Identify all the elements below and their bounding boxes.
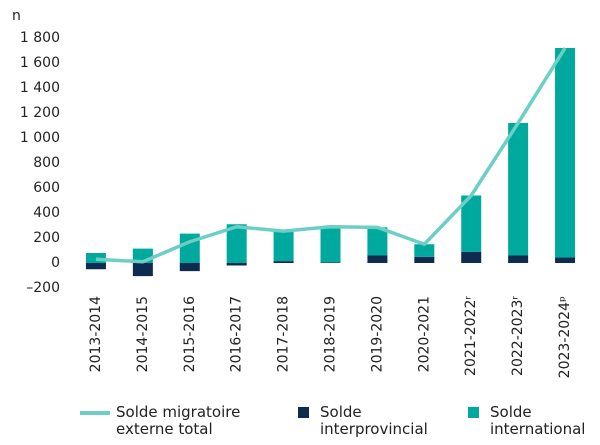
bar <box>320 262 341 263</box>
y-tick-label: 600 <box>33 180 60 196</box>
bar <box>273 231 294 262</box>
x-tick-label: 2022-2023ʳ <box>510 296 526 376</box>
legend-swatch <box>298 407 309 418</box>
bar <box>179 263 200 272</box>
bar <box>414 244 435 257</box>
bar <box>320 226 341 263</box>
bar <box>555 257 576 263</box>
bar <box>226 263 247 266</box>
x-tick-label: 2018-2019 <box>323 296 339 372</box>
bar <box>508 255 529 263</box>
y-tick-label: 400 <box>33 205 60 221</box>
x-tick-label: 2021-2022ʳ <box>463 296 479 376</box>
y-tick-label: –200 <box>26 280 60 296</box>
bar <box>461 195 482 252</box>
x-tick-label: 2020-2021 <box>416 296 432 372</box>
bar <box>85 263 106 270</box>
y-tick-label: 1 600 <box>20 55 60 71</box>
legend-label: Solde migratoire externe total <box>116 403 241 438</box>
x-tick-label: 2016-2017 <box>229 296 245 372</box>
bar <box>273 261 294 263</box>
x-tick-label: 2013-2014 <box>88 296 104 372</box>
bar <box>132 263 153 277</box>
x-tick-label: 2023-2024ᵖ <box>557 296 573 378</box>
y-tick-label: 1 400 <box>20 80 60 96</box>
bar <box>461 251 482 263</box>
bar <box>508 123 529 256</box>
legend-label: Solde international <box>490 403 586 438</box>
x-tick-label: 2019-2020 <box>369 296 385 372</box>
bar <box>226 224 247 263</box>
bar <box>367 255 388 263</box>
legend-label: Solde interprovincial <box>320 403 428 438</box>
legend-swatch <box>468 407 479 418</box>
bar <box>555 48 576 258</box>
y-axis-label: n <box>12 8 21 24</box>
line <box>95 47 567 264</box>
y-tick-label: 800 <box>33 155 60 171</box>
y-tick-label: 1 200 <box>20 105 60 121</box>
bar <box>414 256 435 263</box>
y-tick-label: 1 000 <box>20 130 60 146</box>
bar <box>85 253 106 263</box>
x-tick-label: 2014-2015 <box>135 296 151 372</box>
y-tick-label: 1 800 <box>20 30 60 46</box>
y-tick-label: 0 <box>51 255 60 271</box>
x-tick-label: 2015-2016 <box>182 296 198 372</box>
x-tick-label: 2017-2018 <box>276 296 292 372</box>
y-tick-label: 200 <box>33 230 60 246</box>
bar <box>367 227 388 256</box>
